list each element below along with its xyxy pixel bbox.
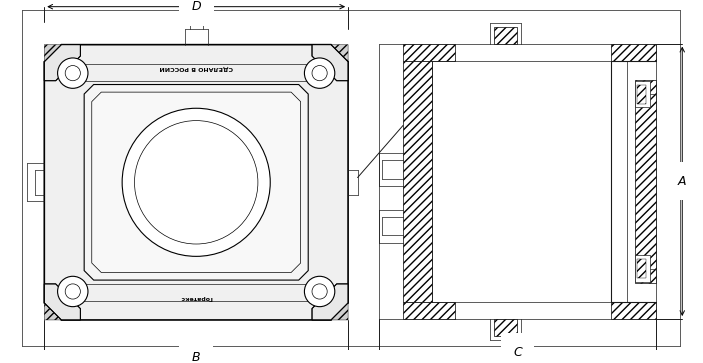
Text: D: D	[191, 0, 201, 13]
Circle shape	[304, 276, 335, 307]
Bar	[611, 302, 656, 319]
Circle shape	[65, 66, 80, 81]
Bar	[611, 44, 656, 61]
Polygon shape	[331, 303, 348, 320]
Polygon shape	[92, 92, 301, 273]
Polygon shape	[44, 45, 61, 62]
Polygon shape	[44, 303, 61, 320]
Text: B: B	[192, 351, 200, 363]
Text: A: A	[678, 175, 687, 188]
Polygon shape	[312, 284, 348, 320]
Bar	[432, 61, 627, 302]
Text: СДЕЛАНО В РОССИИ: СДЕЛАНО В РОССИИ	[160, 65, 233, 70]
Circle shape	[58, 58, 88, 88]
Text: Горатекс: Горатекс	[180, 295, 212, 300]
Polygon shape	[44, 45, 348, 320]
Circle shape	[312, 66, 327, 81]
Polygon shape	[312, 45, 348, 81]
Text: ØF: ØF	[405, 107, 423, 121]
Bar	[635, 80, 656, 283]
Bar	[403, 44, 456, 61]
Bar	[635, 81, 650, 107]
Circle shape	[312, 284, 327, 299]
Circle shape	[65, 284, 80, 299]
Circle shape	[58, 276, 88, 307]
Bar	[403, 302, 456, 319]
Polygon shape	[84, 85, 308, 280]
Text: C: C	[513, 346, 522, 359]
Circle shape	[304, 58, 335, 88]
Polygon shape	[331, 45, 348, 62]
Bar	[494, 26, 517, 44]
Bar	[494, 319, 517, 336]
Bar	[637, 259, 646, 278]
Polygon shape	[44, 284, 80, 320]
Circle shape	[122, 108, 270, 256]
Polygon shape	[44, 45, 80, 81]
Bar	[637, 85, 646, 103]
Bar	[635, 256, 650, 282]
Bar	[403, 61, 432, 302]
Circle shape	[134, 121, 258, 244]
